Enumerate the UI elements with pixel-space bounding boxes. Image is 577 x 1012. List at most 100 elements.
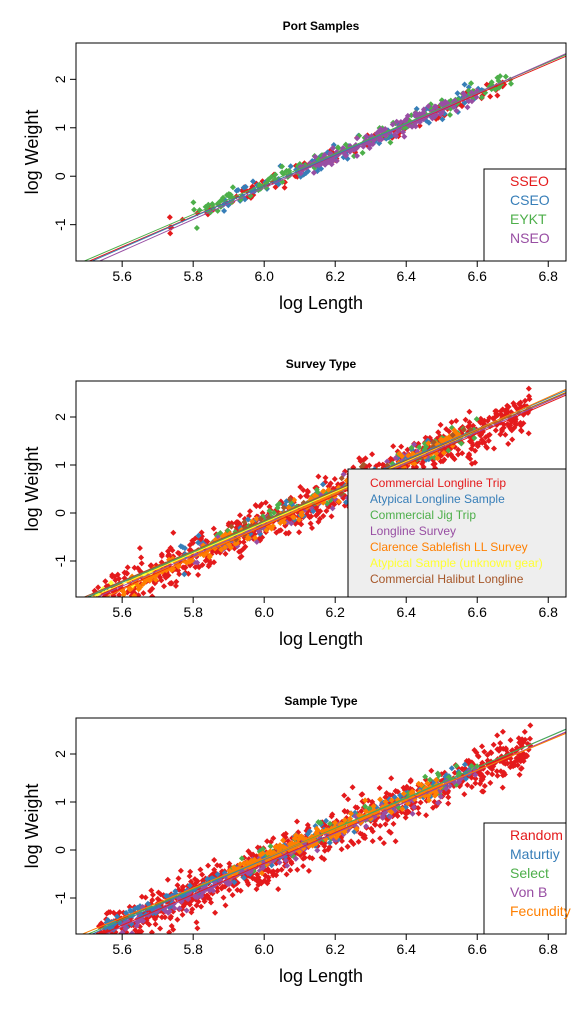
data-point: [345, 796, 351, 803]
data-point: [258, 870, 265, 877]
data-point: [437, 793, 444, 800]
data-point: [438, 100, 445, 107]
data-point: [453, 107, 460, 114]
data-point: [502, 73, 509, 80]
data-point: [468, 763, 475, 769]
data-point: [417, 799, 424, 806]
data-point: [307, 520, 314, 527]
fit-line: [83, 392, 566, 597]
data-point: [179, 911, 186, 918]
x-tick-label: 5.8: [183, 604, 203, 620]
data-point: [394, 788, 401, 795]
data-point: [462, 416, 469, 423]
data-point: [524, 753, 530, 760]
data-point: [317, 819, 324, 826]
x-tick-label: 6.0: [254, 268, 274, 284]
x-tick-label: 5.8: [183, 268, 203, 284]
data-point: [369, 838, 376, 845]
data-point: [518, 741, 525, 748]
data-point: [432, 103, 439, 110]
data-point: [91, 940, 97, 946]
data-point: [262, 499, 269, 506]
data-point: [144, 900, 151, 907]
data-point: [481, 783, 488, 789]
data-point: [303, 492, 309, 499]
data-point: [477, 780, 484, 787]
data-point: [171, 905, 178, 912]
data-point: [245, 848, 252, 855]
data-point: [95, 950, 101, 956]
data-point: [230, 864, 237, 871]
data-point: [194, 925, 201, 932]
fit-line: [104, 388, 566, 597]
y-axis-label: log Weight: [22, 447, 42, 532]
data-point: [241, 196, 248, 203]
data-point: [358, 808, 365, 815]
legend-item: SSEO: [510, 173, 549, 189]
data-point: [459, 765, 466, 772]
data-point: [267, 839, 274, 845]
data-point: [291, 497, 298, 503]
data-point: [197, 866, 204, 873]
x-tick-label: 5.8: [183, 941, 203, 957]
data-point: [172, 582, 179, 589]
data-point: [349, 784, 356, 791]
data-point: [484, 752, 491, 758]
data-point: [296, 516, 303, 523]
y-tick-label: 1: [52, 124, 68, 132]
data-point: [168, 580, 175, 586]
data-point: [300, 863, 307, 870]
data-point: [194, 559, 201, 566]
data-point: [282, 830, 289, 837]
data-point: [363, 133, 370, 140]
data-point: [186, 873, 193, 880]
x-tick-label: 6.0: [254, 604, 274, 620]
data-point: [240, 874, 247, 881]
data-point: [116, 592, 123, 597]
data-point: [493, 408, 500, 415]
data-point: [425, 440, 432, 447]
data-point: [400, 790, 407, 797]
data-point: [325, 486, 332, 493]
data-point: [183, 907, 190, 914]
data-point: [500, 745, 507, 752]
data-point: [268, 173, 275, 180]
x-tick-label: 6.6: [467, 604, 487, 620]
y-tick-label: 0: [52, 846, 68, 854]
data-point: [92, 616, 98, 622]
data-point: [468, 460, 475, 467]
data-point: [237, 512, 243, 519]
data-point: [281, 184, 288, 191]
data-point: [393, 118, 400, 125]
data-point: [407, 778, 414, 785]
data-point: [338, 846, 345, 853]
data-point: [176, 550, 183, 557]
data-point: [360, 461, 367, 468]
data-point: [148, 887, 155, 894]
data-point: [484, 769, 491, 776]
data-point: [449, 432, 456, 439]
data-point: [106, 946, 112, 952]
data-point: [195, 532, 202, 539]
data-point: [357, 830, 364, 837]
data-point: [320, 481, 326, 488]
data-point: [382, 821, 389, 828]
data-point: [430, 439, 437, 446]
data-point: [428, 767, 435, 774]
data-point: [287, 163, 294, 170]
data-point: [525, 430, 532, 437]
data-point: [355, 838, 362, 845]
data-point: [149, 891, 156, 898]
fit-line: [98, 53, 566, 261]
data-point: [166, 908, 173, 915]
y-axis-label: log Weight: [22, 110, 42, 195]
x-tick-label: 6.8: [539, 941, 559, 957]
data-point: [444, 452, 451, 459]
data-point: [354, 152, 360, 159]
data-point: [323, 508, 330, 514]
data-point: [112, 577, 119, 584]
data-point: [415, 805, 422, 811]
data-point: [323, 817, 330, 824]
data-point: [138, 560, 145, 567]
data-point: [288, 520, 295, 527]
